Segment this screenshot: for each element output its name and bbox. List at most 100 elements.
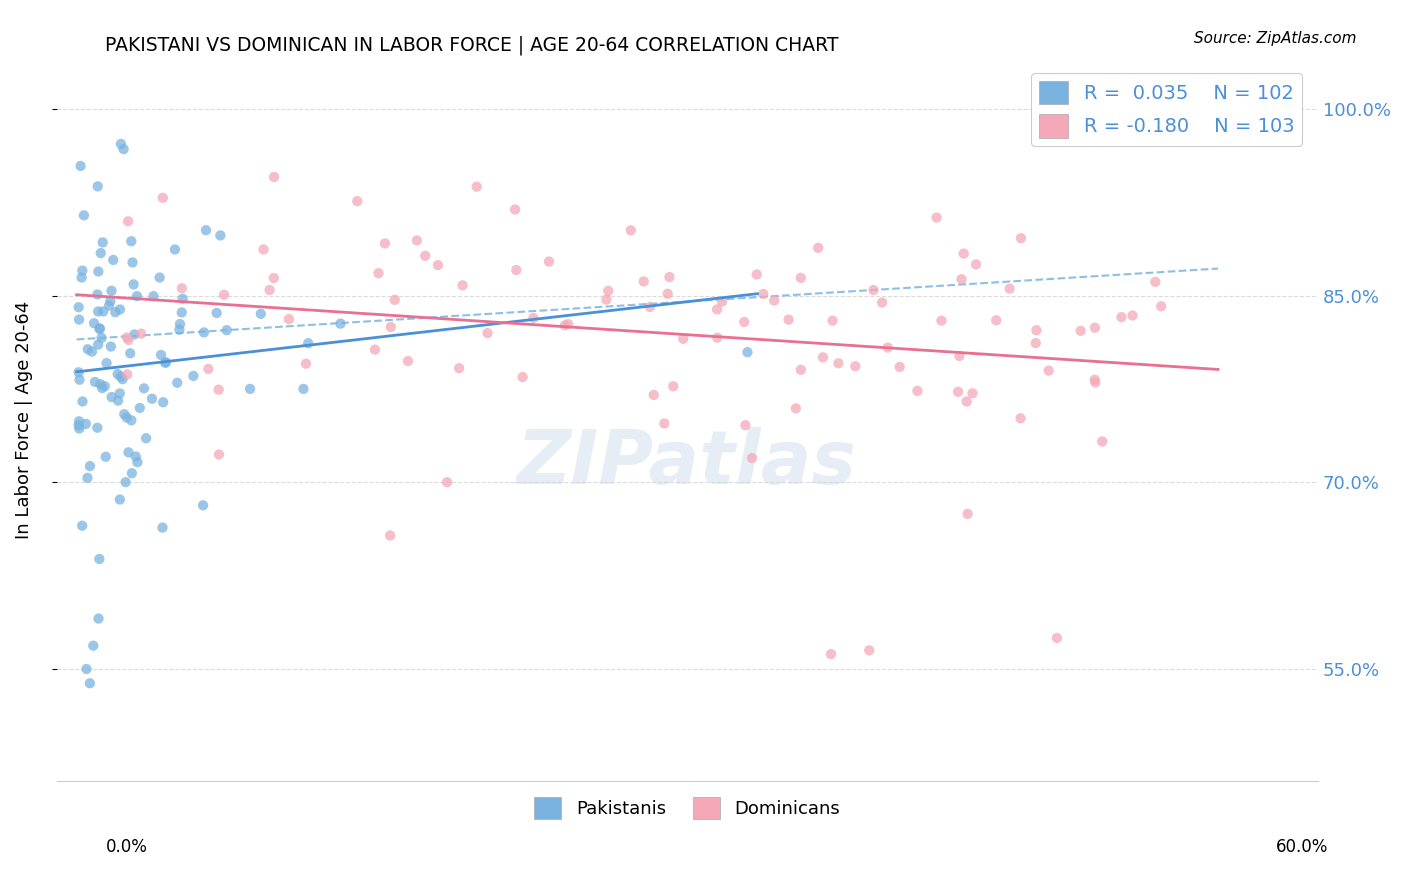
Point (110, 136, 132, 151)
Text: Source: ZipAtlas.com: Source: ZipAtlas.com (1194, 31, 1357, 46)
Point (163, 243, 186, 257)
Point (104, 305, 127, 319)
Point (82, 639, 104, 653)
Point (100, 284, 122, 298)
Point (183, 368, 205, 383)
Point (69, 373, 91, 387)
Point (807, 241, 830, 255)
Point (595, 293, 617, 307)
Point (870, 295, 893, 310)
Point (89, 321, 111, 335)
Point (155, 355, 177, 369)
Point (76, 471, 98, 485)
Point (112, 407, 135, 421)
Point (111, 372, 134, 386)
Point (790, 363, 813, 377)
Point (193, 326, 215, 340)
Point (98, 294, 121, 309)
Point (115, 410, 138, 425)
Point (67, 418, 90, 433)
Point (876, 341, 898, 355)
Point (1121, 309, 1143, 323)
Point (374, 236, 396, 251)
Point (449, 361, 471, 376)
Point (952, 246, 974, 260)
Point (1091, 434, 1114, 449)
Point (208, 448, 231, 462)
Point (170, 305, 193, 319)
Point (706, 302, 728, 317)
Point (209, 228, 232, 243)
Point (150, 348, 173, 362)
Point (91, 304, 114, 318)
Point (96, 356, 118, 370)
Point (396, 354, 419, 368)
Point (554, 318, 576, 333)
Point (117, 445, 139, 459)
Point (745, 268, 768, 282)
Point (83, 316, 105, 330)
Point (100, 340, 122, 354)
Point (121, 255, 143, 269)
Point (90, 331, 112, 345)
Point (346, 194, 368, 209)
Point (413, 249, 436, 263)
Point (638, 300, 661, 314)
Point (790, 270, 813, 285)
Point (263, 169, 285, 184)
Point (741, 451, 763, 466)
Point (998, 282, 1021, 296)
Point (239, 382, 262, 396)
Point (252, 243, 274, 257)
Point (79, 459, 101, 474)
Point (122, 277, 145, 292)
Point (465, 179, 488, 194)
Point (925, 211, 948, 225)
Point (862, 283, 884, 297)
Point (215, 323, 238, 337)
Point (1010, 231, 1032, 245)
Point (125, 289, 148, 303)
Point (858, 643, 880, 657)
Point (76, 343, 98, 357)
Point (208, 383, 231, 397)
Point (737, 345, 759, 359)
Point (76, 662, 98, 676)
Point (503, 202, 526, 217)
Point (87, 611, 110, 625)
Point (107, 393, 129, 408)
Point (195, 223, 218, 237)
Point (250, 307, 273, 321)
Point (292, 382, 315, 396)
Point (733, 315, 755, 329)
Point (87, 304, 110, 318)
Point (426, 258, 449, 272)
Point (785, 401, 807, 416)
Point (557, 317, 579, 331)
Point (778, 312, 800, 326)
Point (67, 300, 90, 314)
Point (620, 223, 643, 237)
Point (672, 332, 695, 346)
Point (537, 254, 560, 268)
Point (1046, 631, 1069, 645)
Point (169, 323, 191, 337)
Point (451, 278, 474, 293)
Point (127, 455, 149, 469)
Point (120, 413, 142, 427)
Point (946, 384, 969, 399)
Point (191, 498, 214, 512)
Point (711, 294, 734, 309)
Point (367, 266, 389, 280)
Point (633, 274, 655, 288)
Point (141, 392, 163, 406)
Point (905, 384, 928, 398)
Point (1111, 310, 1133, 325)
Legend: Pakistanis, Dominicans: Pakistanis, Dominicans (527, 789, 848, 826)
Point (128, 401, 150, 415)
Point (1070, 324, 1092, 338)
Point (295, 357, 318, 371)
Point (135, 431, 157, 445)
Point (115, 330, 138, 344)
Point (108, 302, 131, 317)
